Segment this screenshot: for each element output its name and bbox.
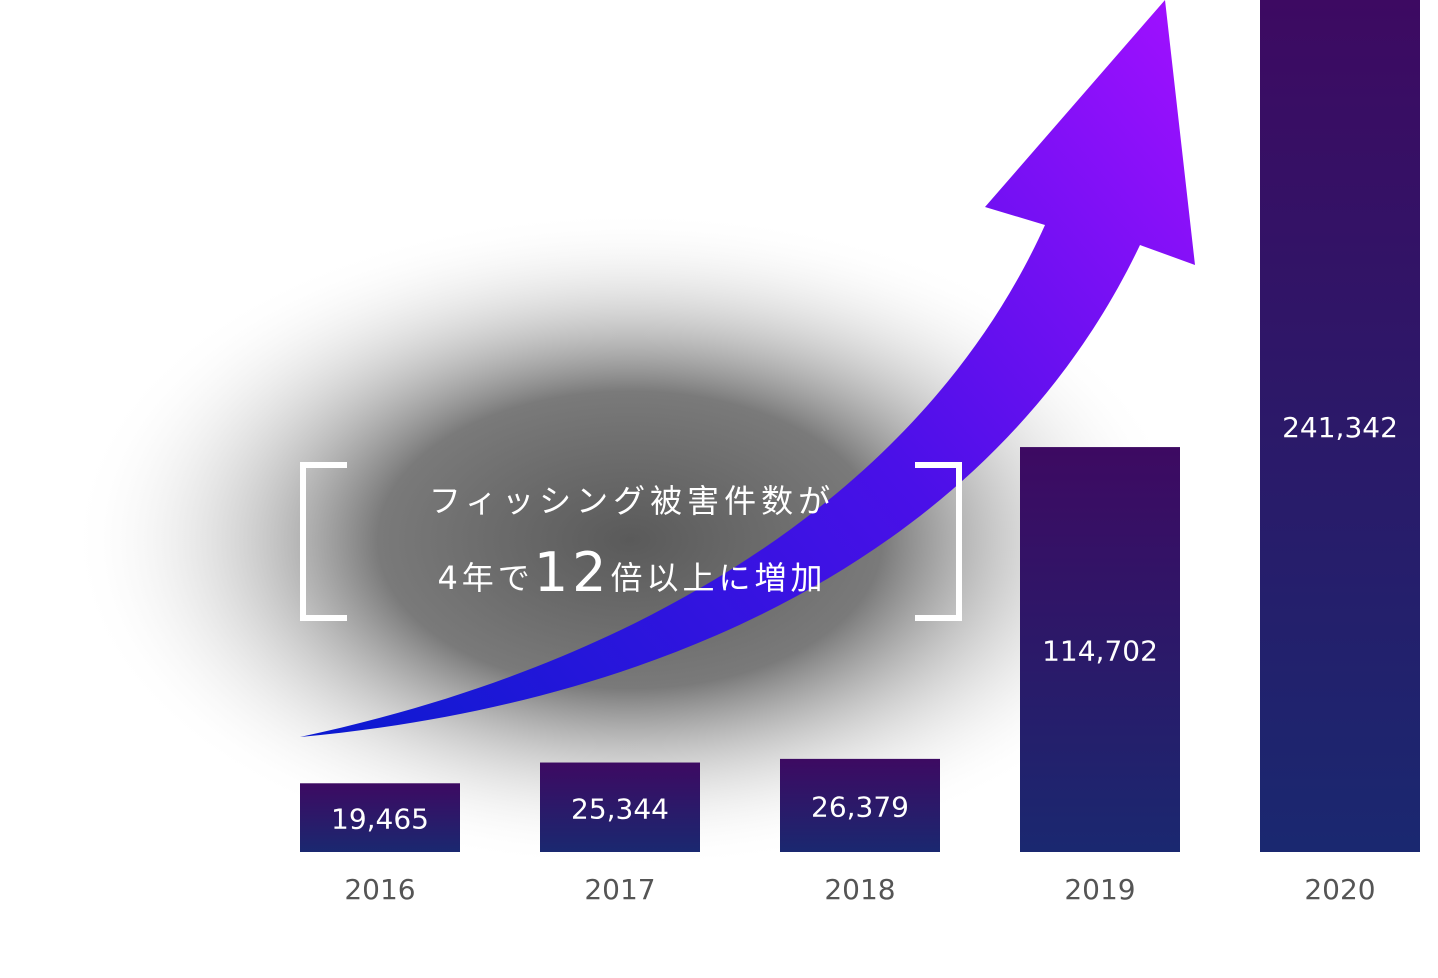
bar: [540, 762, 700, 852]
value-label: 19,465: [331, 803, 429, 836]
value-label: 241,342: [1282, 411, 1398, 444]
value-label: 114,702: [1042, 635, 1158, 668]
bar: [1020, 447, 1180, 852]
annotation-line2: 4年で12倍以上に増加: [437, 541, 826, 604]
x-tick-label: 2017: [584, 873, 655, 906]
annotation-part: 倍以上に増加: [611, 559, 827, 597]
x-tick-label: 2018: [824, 873, 895, 906]
x-tick-label: 2019: [1064, 873, 1135, 906]
glow: [70, 210, 1190, 870]
growth-arrow: [300, 0, 1195, 737]
bracket-right: [915, 462, 962, 621]
bar: [300, 783, 460, 852]
annotation-part: 4年で: [437, 559, 533, 597]
x-tick-label: 2020: [1304, 873, 1375, 906]
annotation-emphasis: 12: [534, 541, 611, 604]
x-tick-label: 2016: [344, 873, 415, 906]
value-label: 25,344: [571, 792, 669, 825]
bracket-left: [300, 462, 347, 621]
annotation-line1: フィッシング被害件数が: [429, 482, 835, 520]
value-label: 26,379: [811, 790, 909, 823]
bar: [780, 758, 940, 852]
bar: [1260, 0, 1420, 852]
